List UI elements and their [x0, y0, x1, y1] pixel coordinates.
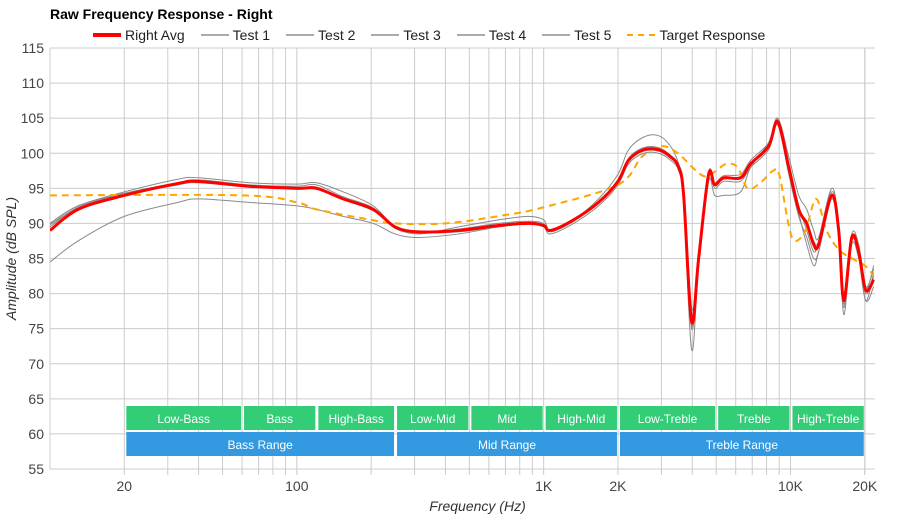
band-treble-range: [619, 432, 864, 456]
y-tick-label: 90: [28, 215, 44, 231]
band-label: Treble Range: [706, 438, 779, 452]
y-tick-label: 85: [28, 251, 44, 267]
x-tick-label: 2K: [609, 478, 627, 494]
legend-swatch: [627, 34, 656, 36]
x-tick-label: 10K: [778, 478, 804, 494]
legend-item[interactable]: Test 3: [371, 27, 441, 43]
y-tick-label: 80: [28, 286, 44, 302]
band-label: Low-Bass: [157, 412, 210, 426]
y-tick-label: 100: [21, 145, 45, 161]
legend-item[interactable]: Test 2: [286, 27, 355, 43]
y-tick-label: 55: [28, 461, 44, 477]
legend-swatch: [286, 34, 315, 36]
band-label: Low-Treble: [638, 412, 698, 426]
legend-label: Test 3: [403, 27, 441, 43]
band-label: Treble: [737, 412, 771, 426]
band-label: Low-Mid: [410, 412, 455, 426]
y-tick-label: 60: [28, 426, 44, 442]
band-high-bass: [318, 406, 395, 430]
band-low-treble: [619, 406, 716, 430]
y-axis-label: Amplitude (dB SPL): [3, 197, 19, 321]
legend-swatch: [93, 33, 121, 37]
band-label: Bass: [266, 412, 293, 426]
band-high-mid: [545, 406, 617, 430]
y-tick-label: 105: [21, 110, 45, 126]
legend-swatch: [456, 34, 485, 36]
legend-item[interactable]: Test 1: [200, 27, 271, 43]
series-test-5: [50, 120, 875, 328]
x-tick-label: 20: [117, 478, 133, 494]
chart-title: Raw Frequency Response - Right: [50, 6, 273, 22]
band-mid: [471, 406, 543, 430]
legend-label: Test 2: [318, 27, 356, 43]
legend-label: Test 4: [488, 27, 527, 43]
legend-swatch: [200, 34, 229, 36]
band-low-bass: [126, 406, 242, 430]
legend-label: Test 5: [574, 27, 612, 43]
y-tick-label: 115: [22, 40, 45, 56]
legend-label: Target Response: [659, 27, 766, 43]
series-test-1: [50, 124, 875, 352]
band-label: Bass Range: [227, 438, 293, 452]
y-tick-label: 65: [28, 391, 44, 407]
x-tick-label: 100: [285, 478, 309, 494]
band-bass: [244, 406, 316, 430]
band-label: High-Mid: [557, 412, 605, 426]
legend-label: Test 1: [232, 27, 271, 43]
legend-item[interactable]: Test 5: [542, 27, 611, 43]
legend-item[interactable]: Right Avg: [93, 27, 185, 43]
band-label: Mid: [497, 412, 516, 426]
band-high-treble: [792, 406, 864, 430]
band-low-mid: [397, 406, 469, 430]
y-tick-label: 70: [28, 356, 44, 372]
legend-label: Right Avg: [125, 27, 185, 43]
series-right-avg: [50, 119, 875, 325]
band-label: High-Treble: [797, 412, 860, 426]
band-label: Mid Range: [478, 438, 536, 452]
legend-item[interactable]: Target Response: [627, 27, 765, 43]
band-mid-range: [397, 432, 617, 456]
legend-item[interactable]: Test 4: [456, 27, 527, 43]
series-test-2: [50, 117, 875, 311]
band-treble: [718, 406, 790, 430]
legend-swatch: [371, 34, 400, 36]
y-tick-label: 95: [28, 180, 44, 196]
band-label: High-Bass: [329, 412, 384, 426]
band-bass-range: [126, 432, 395, 456]
x-tick-label: 1K: [535, 478, 553, 494]
y-tick-label: 110: [22, 75, 45, 91]
legend: Right Avg Test 1 Test 2 Test 3 Test 4 Test 5 T…: [93, 27, 765, 43]
legend-swatch: [542, 34, 571, 36]
series-test-3: [50, 118, 875, 331]
x-axis-label: Frequency (Hz): [429, 498, 525, 514]
series-target-response: [50, 145, 875, 277]
y-tick-label: 75: [28, 321, 44, 337]
x-tick-label: 20K: [852, 478, 878, 494]
